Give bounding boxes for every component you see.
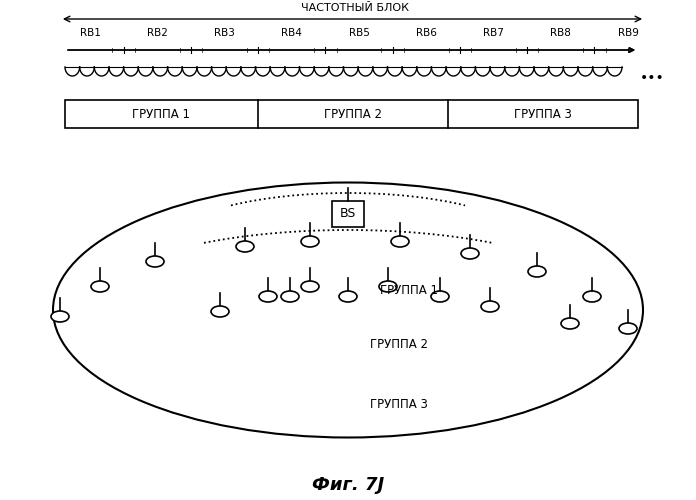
Text: BS: BS xyxy=(340,207,356,220)
Ellipse shape xyxy=(301,281,319,292)
Text: RB8: RB8 xyxy=(551,28,571,38)
Text: RB2: RB2 xyxy=(147,28,168,38)
Text: ГРУППА 3: ГРУППА 3 xyxy=(514,108,572,120)
Text: ГРУППА 2: ГРУППА 2 xyxy=(324,108,382,120)
Ellipse shape xyxy=(339,291,357,302)
Text: RB7: RB7 xyxy=(483,28,504,38)
Ellipse shape xyxy=(211,306,229,317)
Ellipse shape xyxy=(583,291,601,302)
Ellipse shape xyxy=(619,323,637,334)
Ellipse shape xyxy=(391,236,409,247)
Text: ГРУППА 3: ГРУППА 3 xyxy=(370,398,428,411)
Text: RB5: RB5 xyxy=(349,28,370,38)
Text: ГРУППА 1: ГРУППА 1 xyxy=(380,284,438,296)
Ellipse shape xyxy=(461,248,479,259)
Ellipse shape xyxy=(146,256,164,267)
Ellipse shape xyxy=(481,301,499,312)
Ellipse shape xyxy=(379,281,397,292)
Text: RB1: RB1 xyxy=(79,28,100,38)
Ellipse shape xyxy=(431,291,449,302)
Text: •••: ••• xyxy=(640,71,665,85)
Bar xyxy=(65,100,638,128)
Ellipse shape xyxy=(561,318,579,329)
Text: Фиг. 7J: Фиг. 7J xyxy=(312,476,384,494)
Ellipse shape xyxy=(53,182,643,438)
Ellipse shape xyxy=(528,266,546,277)
Text: ГРУППА 2: ГРУППА 2 xyxy=(370,338,428,351)
Ellipse shape xyxy=(281,291,299,302)
Text: ГРУППА 1: ГРУППА 1 xyxy=(132,108,191,120)
Ellipse shape xyxy=(91,281,109,292)
Text: ЧАСТОТНЫЙ БЛОК: ЧАСТОТНЫЙ БЛОК xyxy=(301,3,409,13)
Text: RB6: RB6 xyxy=(416,28,436,38)
Ellipse shape xyxy=(259,291,277,302)
Ellipse shape xyxy=(51,311,69,322)
Text: RB9: RB9 xyxy=(617,28,638,38)
Text: RB4: RB4 xyxy=(281,28,302,38)
Ellipse shape xyxy=(301,236,319,247)
Text: RB3: RB3 xyxy=(214,28,235,38)
Ellipse shape xyxy=(236,241,254,252)
Bar xyxy=(332,200,364,226)
